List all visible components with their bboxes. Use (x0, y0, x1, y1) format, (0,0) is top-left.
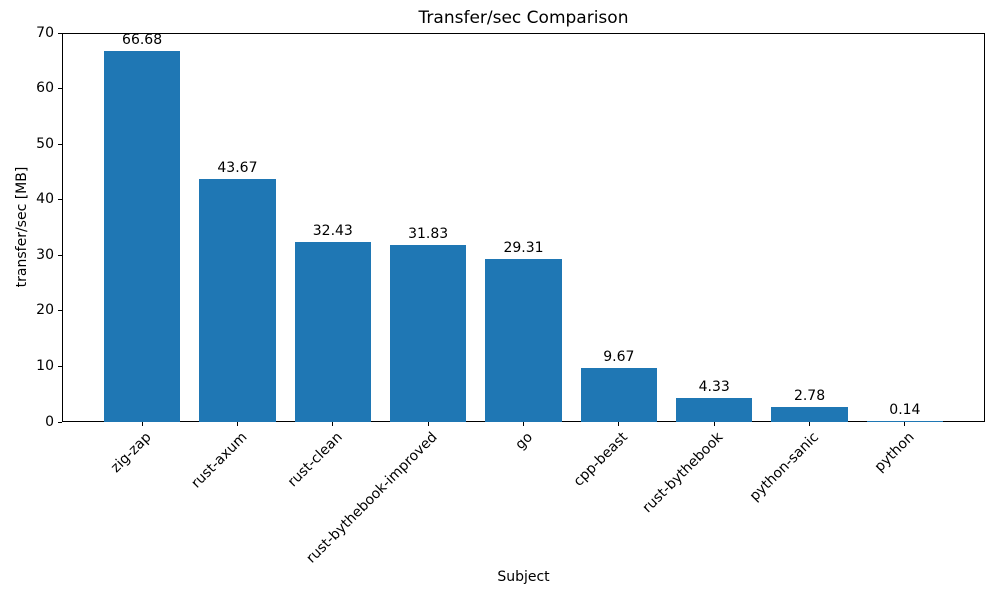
y-tick-label: 70 (36, 24, 54, 41)
y-tick-mark (58, 310, 62, 312)
x-tick-mark (713, 422, 715, 426)
x-axis-label: Subject (497, 569, 550, 585)
bar-value-label: 32.43 (312, 222, 353, 239)
bar (771, 406, 848, 422)
y-tick-mark (58, 254, 62, 256)
x-tick-label: cpp-beast (571, 429, 632, 490)
y-tick-mark (58, 421, 62, 423)
chart-title: Transfer/sec Comparison (418, 8, 629, 28)
x-tick-label: zig-zap (108, 429, 155, 476)
bar (866, 421, 944, 423)
bar (199, 179, 276, 422)
bar (103, 51, 181, 422)
bar (580, 368, 657, 422)
x-tick-mark (236, 422, 238, 426)
y-tick-label: 10 (36, 357, 54, 374)
y-tick-label: 30 (36, 246, 54, 263)
x-tick-mark (523, 422, 524, 426)
y-tick-label: 0 (45, 413, 54, 430)
y-tick-mark (58, 143, 62, 145)
bar-value-label: 29.31 (503, 240, 544, 257)
bar-value-label: 0.14 (889, 402, 921, 419)
bar (390, 245, 467, 422)
x-tick-label: rust-axum (187, 429, 251, 492)
y-tick-label: 60 (36, 80, 54, 97)
x-tick-label: rust-clean (284, 429, 346, 491)
y-tick-label: 20 (36, 302, 54, 319)
x-tick-label: python (871, 429, 918, 476)
y-tick-mark (58, 32, 62, 34)
x-tick-label: rust-bythebook (640, 429, 727, 517)
y-tick-label: 50 (36, 135, 54, 152)
bar-value-label: 9.67 (603, 349, 635, 366)
x-tick-mark (427, 422, 429, 426)
bar (676, 397, 753, 422)
x-tick-mark (904, 422, 906, 426)
bar-value-label: 66.68 (122, 32, 163, 49)
bar (294, 241, 371, 422)
y-tick-mark (58, 365, 62, 367)
x-tick-label: go (512, 429, 537, 453)
bar-value-label: 31.83 (408, 226, 449, 243)
bar-value-label: 4.33 (698, 378, 730, 395)
y-tick-mark (58, 88, 62, 90)
x-tick-mark (141, 422, 143, 426)
bar-value-label: 43.67 (217, 160, 258, 177)
bar-value-label: 2.78 (793, 387, 826, 404)
x-tick-label: python-sanic (746, 429, 823, 505)
y-tick-label: 40 (36, 191, 54, 208)
x-tick-mark (618, 422, 620, 426)
x-tick-mark (332, 422, 334, 426)
x-tick-mark (809, 422, 811, 426)
y-axis-label-text: transfer/sec [MB] (14, 166, 30, 288)
bar (485, 259, 562, 422)
y-tick-mark (58, 199, 62, 201)
